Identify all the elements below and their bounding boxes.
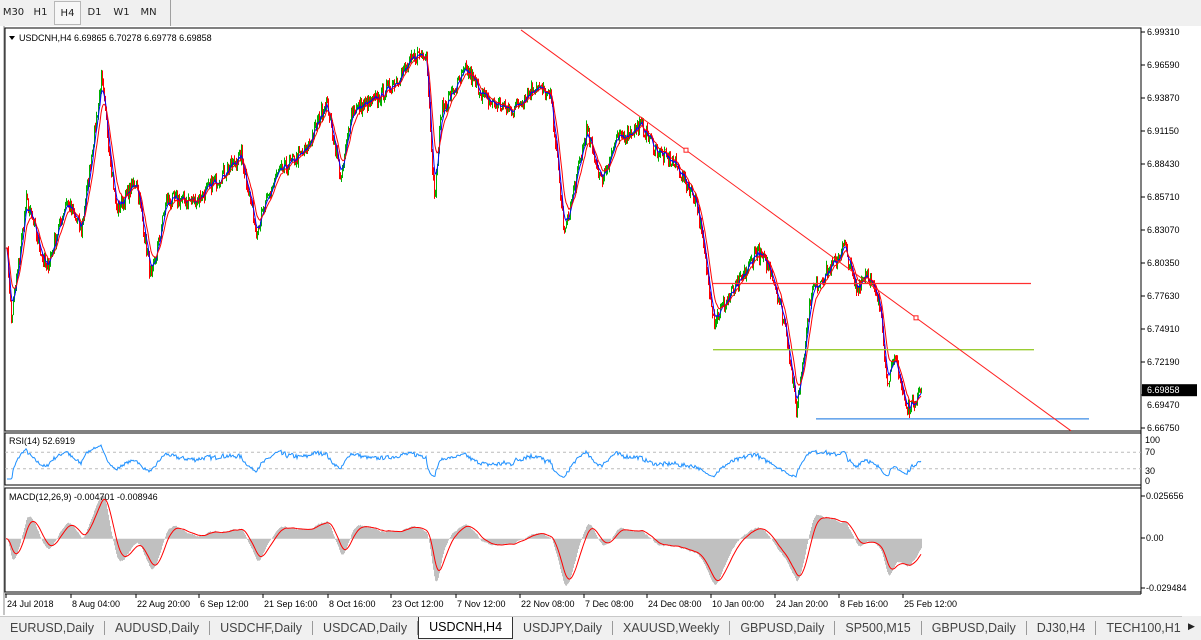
price-axis-label: 6.88430	[1147, 159, 1180, 169]
price-axis-label: 6.80350	[1147, 258, 1180, 268]
time-axis-label: 8 Aug 04:00	[72, 599, 120, 609]
ma-slow-line	[5, 55, 922, 404]
ma-fast-line	[5, 53, 922, 410]
timeframe-toolbar: M30 H1 H4 D1 W1 MN	[0, 0, 171, 26]
last-price-marker	[1142, 384, 1197, 397]
rsi-axis-label: 70	[1145, 447, 1155, 457]
chart-tab[interactable]: GBPUSD,Daily	[730, 621, 836, 635]
chart-background	[0, 26, 1201, 616]
price-axis-label: 6.66750	[1147, 423, 1180, 433]
price-axis-label: 6.99310	[1147, 27, 1180, 37]
chart-tab[interactable]: XAUUSD,Weekly	[613, 621, 731, 635]
symbol-info: USDCNH,H4 6.69865 6.70278 6.69778 6.6985…	[19, 33, 212, 43]
time-axis-label: 10 Jan 00:00	[712, 599, 764, 609]
macd-axis-label: -0.029484	[1146, 583, 1187, 593]
collapse-triangle-icon[interactable]	[9, 36, 15, 40]
timeframe-mn[interactable]: MN	[140, 7, 157, 18]
timeframe-d1[interactable]: D1	[87, 7, 102, 18]
timeframe-h1[interactable]: H1	[33, 7, 48, 18]
trendline-anchor-handle[interactable]	[683, 147, 689, 153]
chart-tab[interactable]: SP500,M15	[835, 621, 922, 635]
price-axis-label: 6.85710	[1147, 192, 1180, 202]
price-axis-label: 6.96590	[1147, 60, 1180, 70]
chart-tab[interactable]: USDCNH,H4	[418, 617, 514, 639]
price-axis-label: 6.93870	[1147, 93, 1180, 103]
timeframe-h4[interactable]: H4	[54, 1, 81, 25]
time-axis-label: 6 Sep 12:00	[200, 599, 249, 609]
macd-axis-label: 0.025656	[1146, 491, 1184, 501]
rsi-axis-label: 0	[1145, 476, 1150, 486]
chart-tab[interactable]: AUDUSD,Daily	[105, 621, 211, 635]
price-axis-label: 6.83070	[1147, 225, 1180, 235]
price-axis-label: 6.74910	[1147, 324, 1180, 334]
rsi-label: RSI(14) 52.6919	[9, 436, 75, 446]
chart-tab[interactable]: TECH100,H1	[1096, 621, 1182, 635]
time-axis-label: 24 Dec 08:00	[648, 599, 702, 609]
time-axis-label: 24 Jan 20:00	[776, 599, 828, 609]
rsi-axis-label: 100	[1145, 435, 1160, 445]
chart-tab[interactable]: USDCAD,Daily	[313, 621, 419, 635]
time-axis-label: 21 Sep 16:00	[264, 599, 318, 609]
chart-tab[interactable]: USDCHF,Daily	[210, 621, 314, 635]
chart-window[interactable]: USDCNH,H4 6.69865 6.70278 6.69778 6.6985…	[0, 0, 1201, 616]
time-axis-label: 22 Aug 20:00	[137, 599, 190, 609]
time-axis-label: 8 Oct 16:00	[329, 599, 376, 609]
rsi-line	[7, 444, 922, 480]
trendline[interactable]	[520, 29, 1072, 432]
price-axis-label: 6.77630	[1147, 291, 1180, 301]
price-axis-label: 6.72190	[1147, 357, 1180, 367]
time-axis-label: 8 Feb 16:00	[840, 599, 888, 609]
timeframe-m30[interactable]: M30	[2, 7, 25, 18]
time-axis-label: 24 Jul 2018	[7, 599, 54, 609]
chart-tab[interactable]: GBPUSD,Daily	[922, 621, 1027, 635]
time-axis-label: 7 Nov 12:00	[457, 599, 506, 609]
trendline-anchor-handle[interactable]	[913, 315, 919, 321]
last-price-label: 6.69858	[1147, 385, 1180, 395]
chart-tabs-bar: EURUSD,Daily AUDUSD,Daily USDCHF,Daily USDC…	[0, 616, 1182, 640]
price-axis-label: 6.91150	[1147, 126, 1179, 136]
time-axis-label: 7 Dec 08:00	[585, 599, 634, 609]
time-axis-label: 25 Feb 12:00	[904, 599, 957, 609]
rsi-axis-label: 30	[1145, 466, 1155, 476]
macd-label: MACD(12,26,9) -0.004701 -0.008946	[9, 492, 158, 502]
chart-tab[interactable]: DJ30,H4	[1027, 621, 1097, 635]
tab-scroll-right-icon[interactable]: ▶	[1188, 621, 1195, 631]
time-axis-label: 23 Oct 12:00	[392, 599, 444, 609]
time-axis-label: 22 Nov 08:00	[521, 599, 575, 609]
price-axis-label: 6.69470	[1147, 400, 1180, 410]
timeframe-w1[interactable]: W1	[113, 7, 130, 18]
chart-tab[interactable]: EURUSD,Daily	[0, 621, 106, 635]
macd-signal-line	[5, 498, 922, 582]
macd-axis-label: 0.00	[1146, 533, 1164, 543]
chart-tab[interactable]: USDJPY,Daily	[513, 621, 613, 635]
